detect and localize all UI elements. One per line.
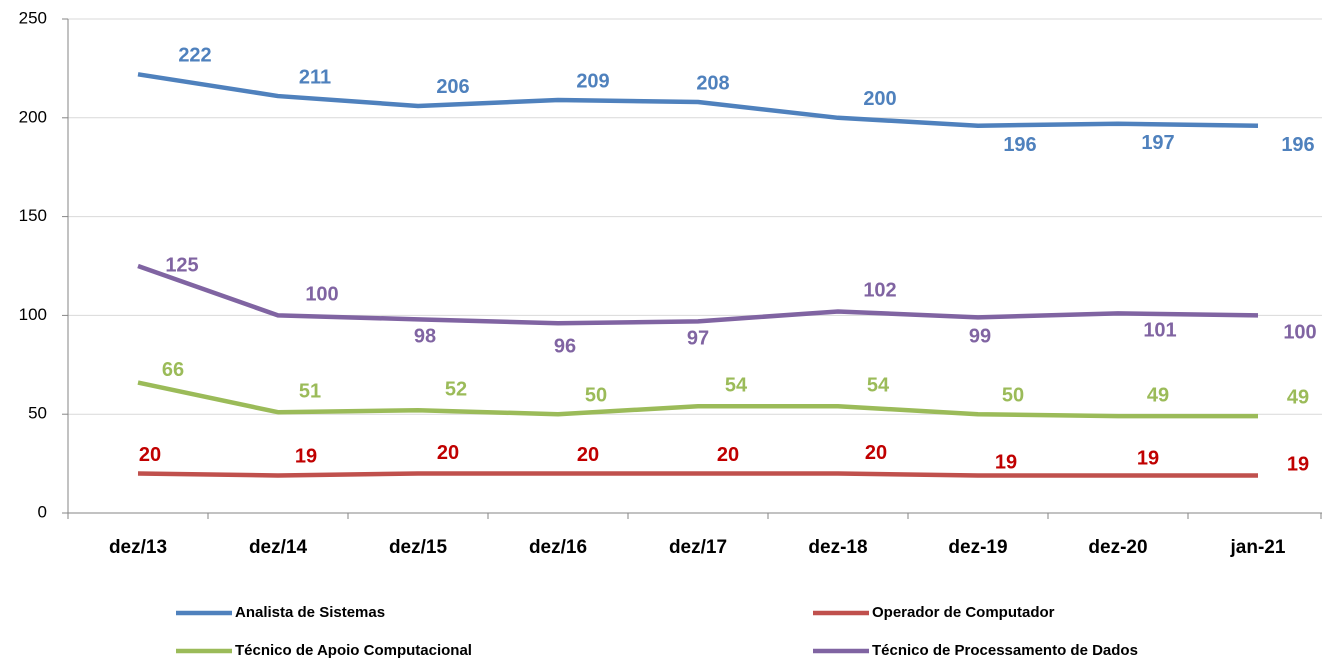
data-label: 208 xyxy=(696,72,729,94)
x-tick-label: dez-19 xyxy=(948,537,1007,558)
data-label: 20 xyxy=(139,444,161,466)
y-tick-label: 0 xyxy=(38,502,47,521)
data-label: 66 xyxy=(162,359,184,381)
data-label: 49 xyxy=(1147,384,1169,406)
data-label: 200 xyxy=(863,88,896,110)
data-label: 54 xyxy=(867,375,890,397)
data-label: 100 xyxy=(305,284,338,306)
data-label: 20 xyxy=(717,444,739,466)
data-label: 52 xyxy=(445,379,467,401)
data-label: 196 xyxy=(1281,134,1314,156)
data-label: 96 xyxy=(554,336,576,358)
x-tick-label: dez/16 xyxy=(529,537,587,558)
y-tick-label: 50 xyxy=(28,404,47,423)
data-label: 101 xyxy=(1143,320,1176,342)
x-tick-label: dez/14 xyxy=(249,537,308,558)
series-line xyxy=(137,72,1259,128)
data-label: 102 xyxy=(863,280,896,302)
data-label: 20 xyxy=(577,444,599,466)
data-label: 19 xyxy=(1137,448,1159,470)
data-label: 49 xyxy=(1287,386,1309,408)
data-label: 211 xyxy=(299,66,331,88)
x-tick-label: dez-18 xyxy=(808,537,867,558)
y-tick-label: 150 xyxy=(19,206,47,225)
x-tick-label: dez/13 xyxy=(109,537,167,558)
data-label: 209 xyxy=(576,70,609,92)
data-label: 50 xyxy=(1002,384,1024,406)
y-tick-label: 100 xyxy=(19,305,47,324)
data-label: 197 xyxy=(1141,132,1174,154)
data-label: 19 xyxy=(1287,454,1309,476)
x-tick-label: dez/17 xyxy=(669,537,727,558)
data-label: 97 xyxy=(687,328,709,350)
data-label: 20 xyxy=(437,442,459,464)
x-tick-label: dez-20 xyxy=(1088,537,1147,558)
legend-label: Técnico de Apoio Computacional xyxy=(235,642,472,659)
data-label: 206 xyxy=(436,76,469,98)
series-line xyxy=(137,263,1259,326)
data-label: 19 xyxy=(995,452,1017,474)
data-label: 222 xyxy=(178,45,211,67)
legend-label: Técnico de Processamento de Dados xyxy=(872,642,1138,659)
data-label: 51 xyxy=(299,381,321,403)
data-label: 20 xyxy=(865,442,887,464)
data-label: 54 xyxy=(725,375,748,397)
series-line xyxy=(137,471,1258,478)
data-label: 100 xyxy=(1283,322,1316,344)
y-tick-label: 250 xyxy=(19,8,47,27)
x-tick-label: jan-21 xyxy=(1230,537,1286,558)
data-label: 19 xyxy=(295,446,317,468)
data-label: 50 xyxy=(585,384,607,406)
data-label: 98 xyxy=(414,326,436,348)
data-label: 196 xyxy=(1003,134,1036,156)
series-line xyxy=(137,380,1258,419)
data-label: 125 xyxy=(165,254,198,276)
x-tick-label: dez/15 xyxy=(389,537,448,558)
y-tick-label: 200 xyxy=(19,107,47,126)
legend-label: Operador de Computador xyxy=(872,604,1055,621)
legend-label: Analista de Sistemas xyxy=(235,604,385,621)
data-label: 99 xyxy=(969,326,991,348)
